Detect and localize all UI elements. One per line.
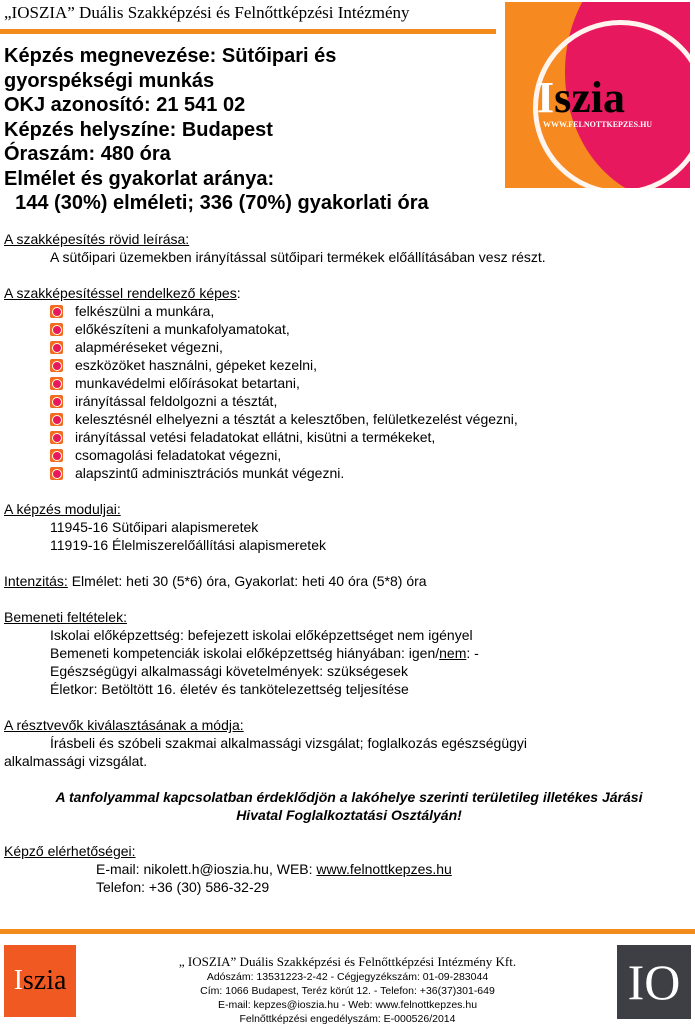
skills-heading: A szakképesítéssel rendelkező képes — [4, 285, 237, 301]
bullet-icon — [50, 412, 63, 426]
list-item: munkavédelmi előírásokat betartani, — [50, 374, 694, 392]
description-heading: A szakképesítés rövid leírása: — [4, 231, 190, 247]
bullet-icon — [50, 304, 63, 318]
ioszia-logo: Iszia WWW.FELNOTTKEPZES.HU — [505, 2, 690, 188]
modules-heading: A képzés moduljai: — [4, 501, 121, 517]
website-link[interactable]: www.felnottkepzes.hu — [316, 861, 452, 877]
list-item: alapszintű adminisztrációs munkát végezn… — [50, 464, 694, 482]
contact-phone: Telefon: +36 (30) 586-32-29 — [96, 879, 270, 895]
list-item: csomagolási feladatokat végezni, — [50, 446, 694, 464]
intensity: Intenzitás: Elmélet: heti 30 (5*6) óra, … — [4, 573, 427, 589]
prereq-heading: Bemeneti feltételek: — [4, 609, 127, 625]
list-item: felkészülni a munkára, — [50, 302, 694, 320]
course-title-block: Képzés megnevezése: Sütőipari és gyorspé… — [4, 45, 429, 214]
bullet-icon — [50, 430, 63, 444]
bullet-icon — [50, 466, 63, 480]
bullet-icon — [50, 340, 63, 354]
bullet-icon — [50, 448, 63, 462]
course-details: A szakképesítés rövid leírása: A sütőipa… — [4, 230, 694, 896]
bullet-icon — [50, 376, 63, 390]
skills-list: felkészülni a munkára, előkészíteni a mu… — [4, 302, 694, 482]
bullet-icon — [50, 322, 63, 336]
list-item: irányítással vetési feladatokat ellátni,… — [50, 428, 694, 446]
list-item: eszközöket használni, gépeket kezelni, — [50, 356, 694, 374]
header-divider — [0, 29, 496, 34]
selection-heading: A résztvevők kiválasztásának a módja: — [4, 717, 244, 733]
footer-divider — [0, 929, 695, 934]
footer-info: „ IOSZIA” Duális Szakképzési és Felnőttk… — [178, 954, 517, 1025]
notice: A tanfolyammal kapcsolatban érdeklődjön … — [55, 789, 643, 823]
bullet-icon — [50, 394, 63, 408]
bullet-icon — [50, 358, 63, 372]
header-institution: „IOSZIA” Duális Szakképzési és Felnőttké… — [4, 3, 410, 22]
description-text: A sütőipari üzemekben irányítással sütői… — [50, 249, 546, 265]
list-item: irányítással feldolgozni a tésztát, — [50, 392, 694, 410]
module-item: 11919-16 Élelmiszerelőállítási alapismer… — [50, 537, 326, 553]
contact-heading: Képző elérhetőségei: — [4, 843, 136, 859]
list-item: kelesztésnél elhelyezni a tésztát a kele… — [50, 410, 694, 428]
list-item: alapméréseket végezni, — [50, 338, 694, 356]
footer-logo-right: IO — [617, 945, 691, 1019]
module-item: 11945-16 Sütőipari alapismeretek — [50, 519, 259, 535]
list-item: előkészíteni a munkafolyamatokat, — [50, 320, 694, 338]
